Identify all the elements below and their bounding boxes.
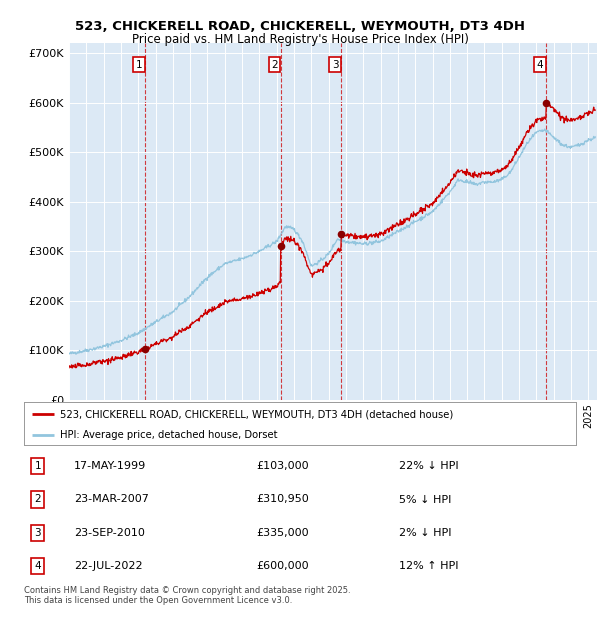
Text: 4: 4 [34, 561, 41, 571]
Text: Contains HM Land Registry data © Crown copyright and database right 2025.
This d: Contains HM Land Registry data © Crown c… [24, 586, 350, 605]
Text: 4: 4 [536, 60, 543, 70]
Text: £310,950: £310,950 [256, 495, 308, 505]
Text: 17-MAY-1999: 17-MAY-1999 [74, 461, 146, 471]
Text: 523, CHICKERELL ROAD, CHICKERELL, WEYMOUTH, DT3 4DH: 523, CHICKERELL ROAD, CHICKERELL, WEYMOU… [75, 20, 525, 33]
Text: 1: 1 [136, 60, 142, 70]
Text: £600,000: £600,000 [256, 561, 308, 571]
Text: 1: 1 [34, 461, 41, 471]
Text: HPI: Average price, detached house, Dorset: HPI: Average price, detached house, Dors… [60, 430, 277, 440]
Text: 23-MAR-2007: 23-MAR-2007 [74, 495, 149, 505]
Text: 22-JUL-2022: 22-JUL-2022 [74, 561, 142, 571]
Text: 523, CHICKERELL ROAD, CHICKERELL, WEYMOUTH, DT3 4DH (detached house): 523, CHICKERELL ROAD, CHICKERELL, WEYMOU… [60, 409, 453, 419]
Text: 2: 2 [34, 495, 41, 505]
Text: 5% ↓ HPI: 5% ↓ HPI [400, 495, 452, 505]
Text: 2% ↓ HPI: 2% ↓ HPI [400, 528, 452, 538]
Text: 22% ↓ HPI: 22% ↓ HPI [400, 461, 459, 471]
Text: £335,000: £335,000 [256, 528, 308, 538]
Text: 2: 2 [271, 60, 278, 70]
Text: 3: 3 [34, 528, 41, 538]
Text: Price paid vs. HM Land Registry's House Price Index (HPI): Price paid vs. HM Land Registry's House … [131, 33, 469, 46]
Text: 23-SEP-2010: 23-SEP-2010 [74, 528, 145, 538]
Text: 12% ↑ HPI: 12% ↑ HPI [400, 561, 459, 571]
Text: 3: 3 [332, 60, 338, 70]
Text: £103,000: £103,000 [256, 461, 308, 471]
